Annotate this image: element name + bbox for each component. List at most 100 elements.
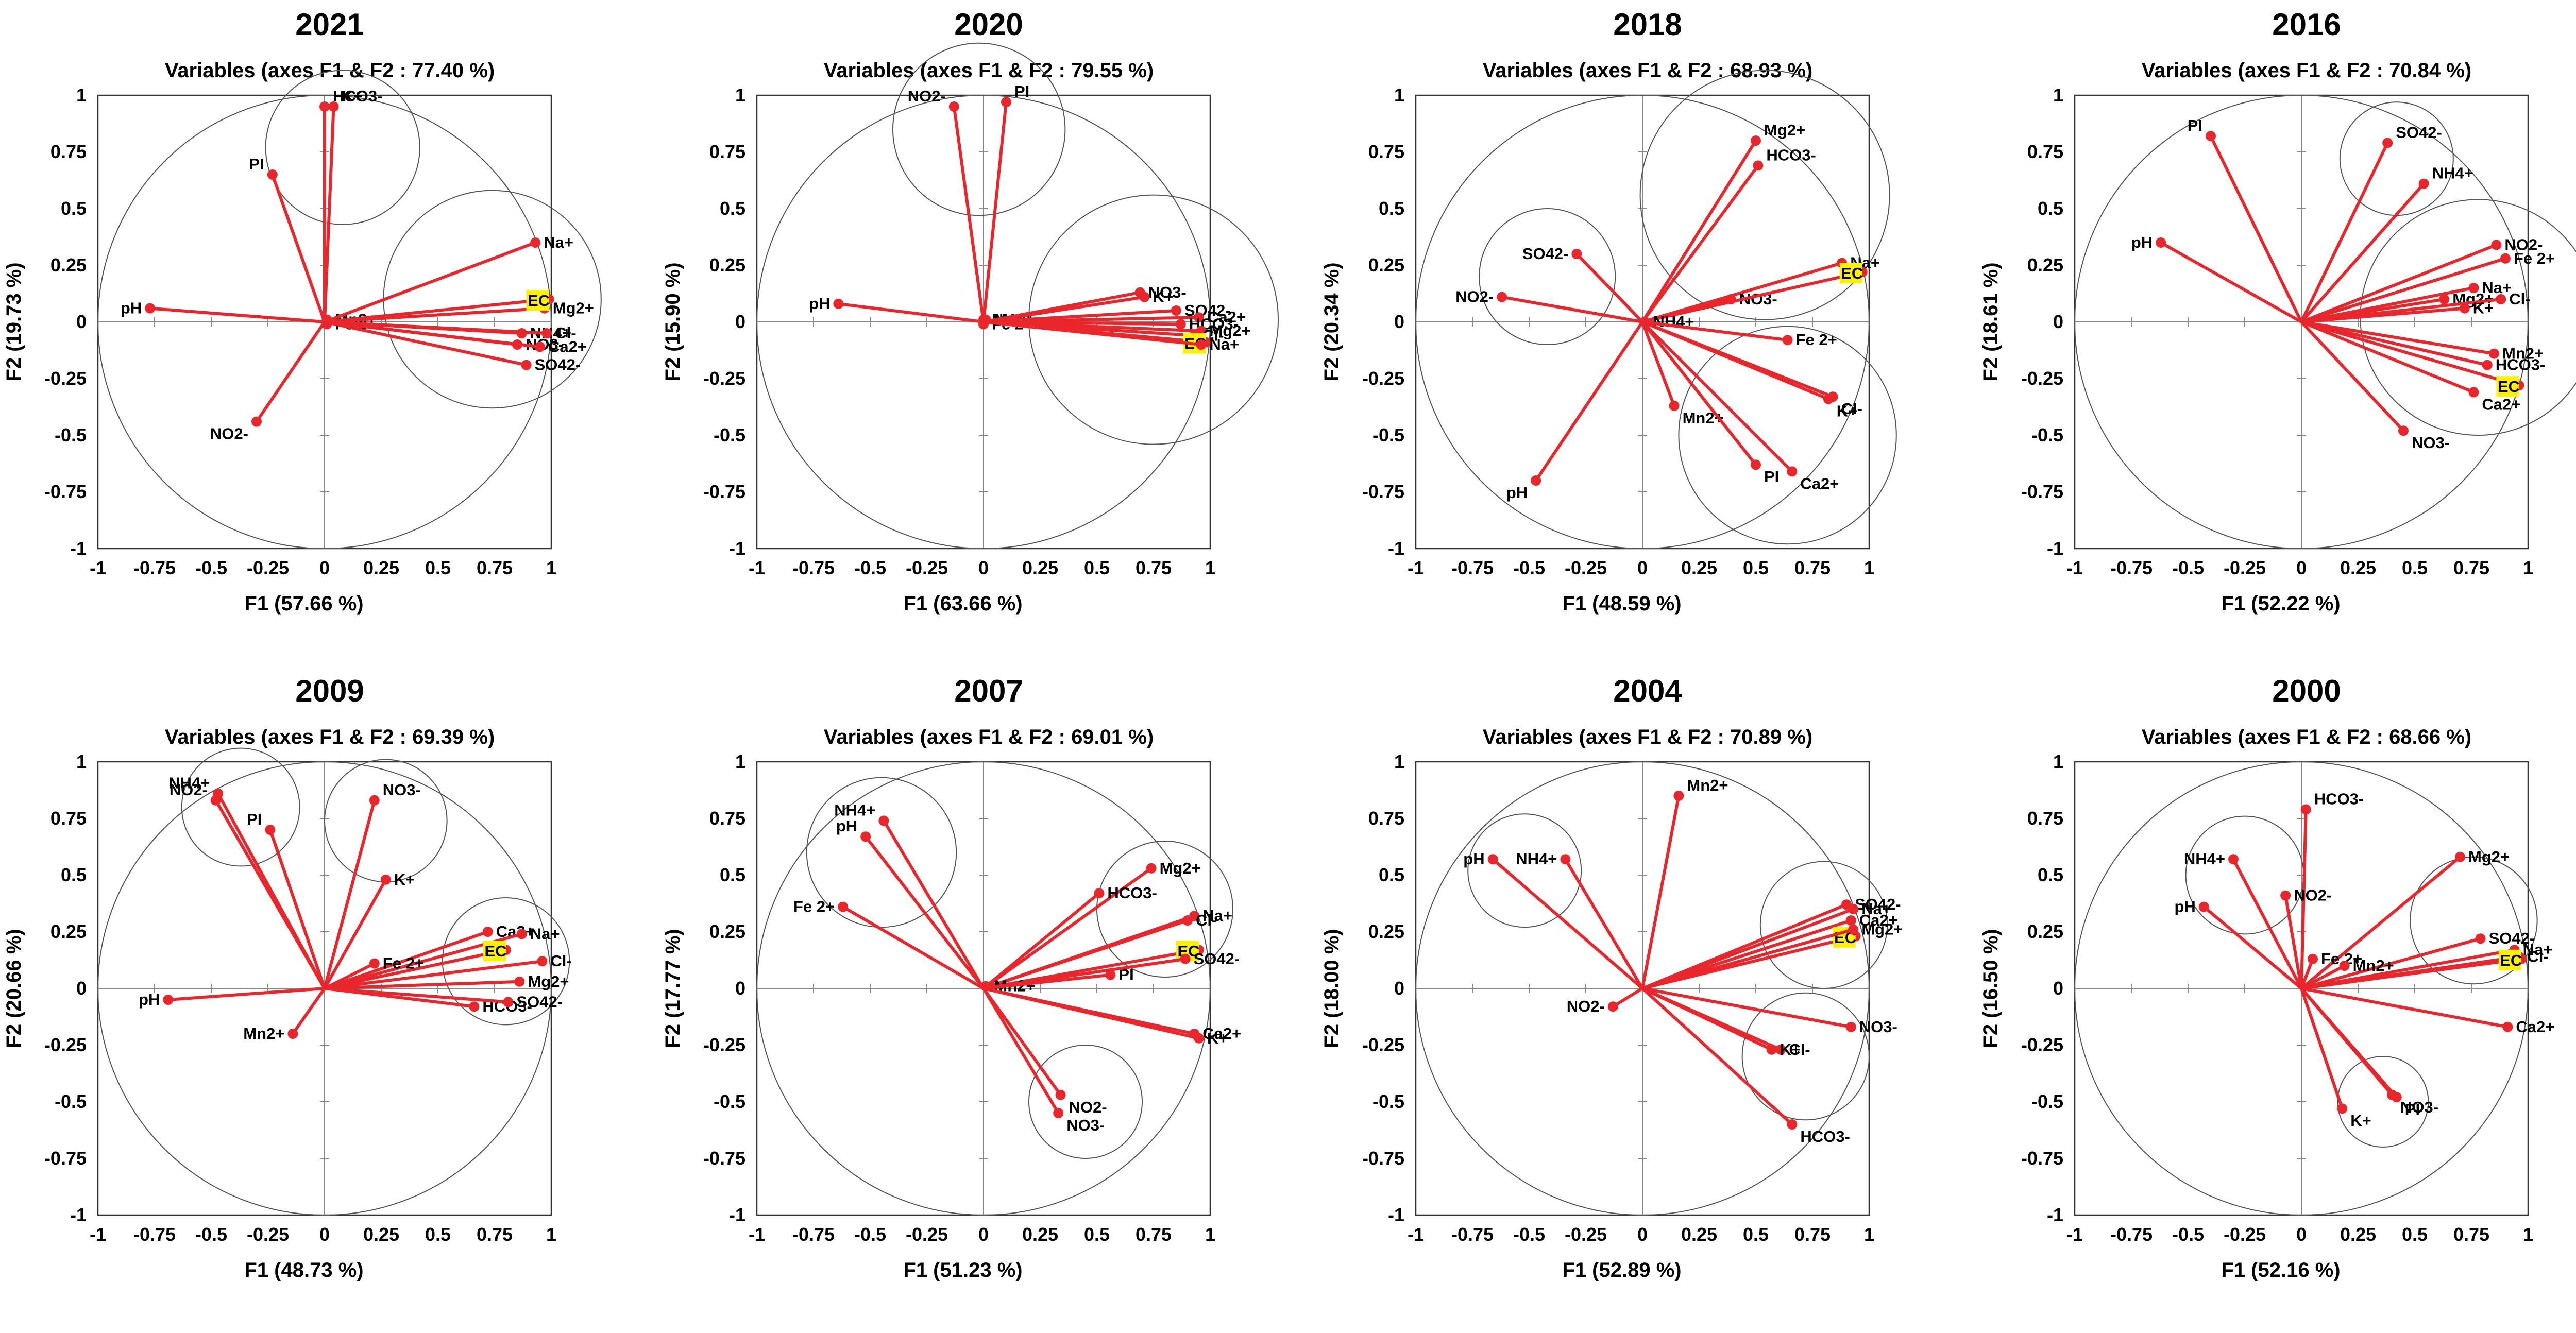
x-tick-label: 0.5 [425,557,451,578]
x-tick-label: -1 [2066,1224,2083,1245]
loading-point [482,927,493,937]
highlight-box [526,290,549,311]
loading-vector [323,980,521,990]
group-circle [806,777,957,928]
loading-vector [2300,141,2389,323]
y-axis-title: F2 (18.61 %) [1979,262,2002,381]
variable-label: Cl- [555,324,576,342]
y-tick-label: 0.75 [2027,141,2063,162]
x-tick-label: -0.75 [2110,1224,2153,1245]
variable-label: K+ [1837,402,1858,420]
group-circle [1028,1045,1143,1159]
loading-point [369,958,380,969]
chart-subtitle: Variables (axes F1 & F2 : 69.39 %) [165,726,495,748]
x-tick-label: 0.75 [1794,1224,1831,1245]
loading-vector [1641,320,1676,407]
loading-point [145,303,156,314]
variable-label: PI [1014,82,1029,100]
y-tick-label: 0.25 [50,921,87,942]
x-tick-label: 0.5 [1084,557,1110,578]
loading-vector [166,987,326,1001]
y-tick-label: 1 [2053,751,2063,772]
x-tick-label: 0 [319,1224,330,1245]
loading-vector [1534,320,1644,482]
loading-point [1775,1044,1786,1055]
x-tick-label: 0.25 [1022,1224,1058,1245]
loading-vector [1641,270,1864,323]
x-tick-label: -0.75 [1451,557,1494,578]
variable-label: K+ [1153,288,1174,306]
y-tick-label: -0.75 [44,481,87,502]
correlation-circle [756,761,1211,1216]
loading-vector [148,306,326,323]
variable-label: SO42- [2396,123,2442,141]
y-tick-label: -1 [2047,1204,2063,1225]
loading-vector [2300,957,2523,990]
loading-vector [1641,320,1830,401]
correlation-circle [2074,95,2529,549]
loading-vector [2300,257,2507,323]
chart-svg-2020: 2020 Variables (axes F1 & F2 : 79.55 %) -1… [662,7,1279,615]
loading-point [1146,863,1157,874]
loading-point [2468,387,2479,398]
variable-label: Ca2+ [496,922,535,941]
x-tick-label: -0.5 [854,557,886,578]
y-tick-label: 1 [735,751,745,772]
x-tick-label: 1 [546,1224,556,1245]
x-tick-label: 1 [1205,1224,1215,1245]
loading-point [1055,1089,1066,1100]
loading-vector [2300,320,2489,367]
variable-label: Ca2+ [2482,395,2520,413]
chart-panel-2018: 2018 Variables (axes F1 & F2 : 68.93 %) -1… [1318,0,1977,666]
variable-label: K+ [1207,1029,1228,1047]
y-axis-title: F2 (17.77 %) [662,929,684,1048]
variable-label: K+ [1780,1040,1801,1058]
loading-point [1001,97,1011,108]
variable-label: K+ [342,87,363,105]
loading-point [1673,791,1684,801]
loading-point [2337,1103,2348,1114]
group-circle [892,42,1066,216]
loading-point [2339,961,2350,971]
variable-label: EC [1841,264,1863,282]
loading-point [1189,1029,1200,1039]
variable-label: Cl- [1196,911,1217,929]
x-tick-label: 0.75 [2453,1224,2489,1245]
y-tick-label: 0.75 [709,808,745,829]
x-tick-label: -0.75 [133,1224,176,1245]
y-tick-label: 0 [1394,311,1404,332]
y-tick-label: -0.75 [2021,481,2063,502]
loading-vector [270,173,326,323]
variable-label: Na+ [530,925,560,943]
variable-label: Mn2+ [243,1024,284,1043]
variable-label: NO2- [1567,997,1605,1015]
variable-label: Mn2+ [1687,776,1728,794]
loading-point [1845,915,1856,926]
y-tick-label: 0.75 [709,141,745,162]
variable-label: Na+ [2523,941,2553,959]
loading-point [1182,915,1193,926]
loading-point [1751,135,1761,146]
loading-vector [982,987,1060,1115]
x-tick-label: 0.5 [1743,1224,1769,1245]
variable-label: Mg2+ [528,972,569,990]
y-tick-label: -0.25 [2021,1034,2063,1055]
loading-point [1094,888,1105,899]
y-tick-label: -0.25 [703,368,745,389]
variable-label: Na+ [1202,907,1232,925]
y-tick-label: -0.5 [55,1091,87,1112]
variable-label: Fe 2+ [383,954,424,972]
x-tick-label: 0.5 [425,1224,451,1245]
x-tick-label: 0.75 [1136,557,1172,578]
variable-label: NO3- [1859,1018,1897,1036]
loading-point [530,237,541,248]
chart-title: 2000 [2272,674,2341,708]
y-tick-label: 0.5 [1379,864,1404,885]
variable-label: Fe 2+ [1796,331,1837,349]
x-axis-title: F1 (48.59 %) [1562,592,1681,615]
chart-svg-2009: 2009 Variables (axes F1 & F2 : 69.39 %) -1… [3,674,572,1281]
loading-vector [1641,164,1760,323]
loading-vector [982,987,1196,1035]
